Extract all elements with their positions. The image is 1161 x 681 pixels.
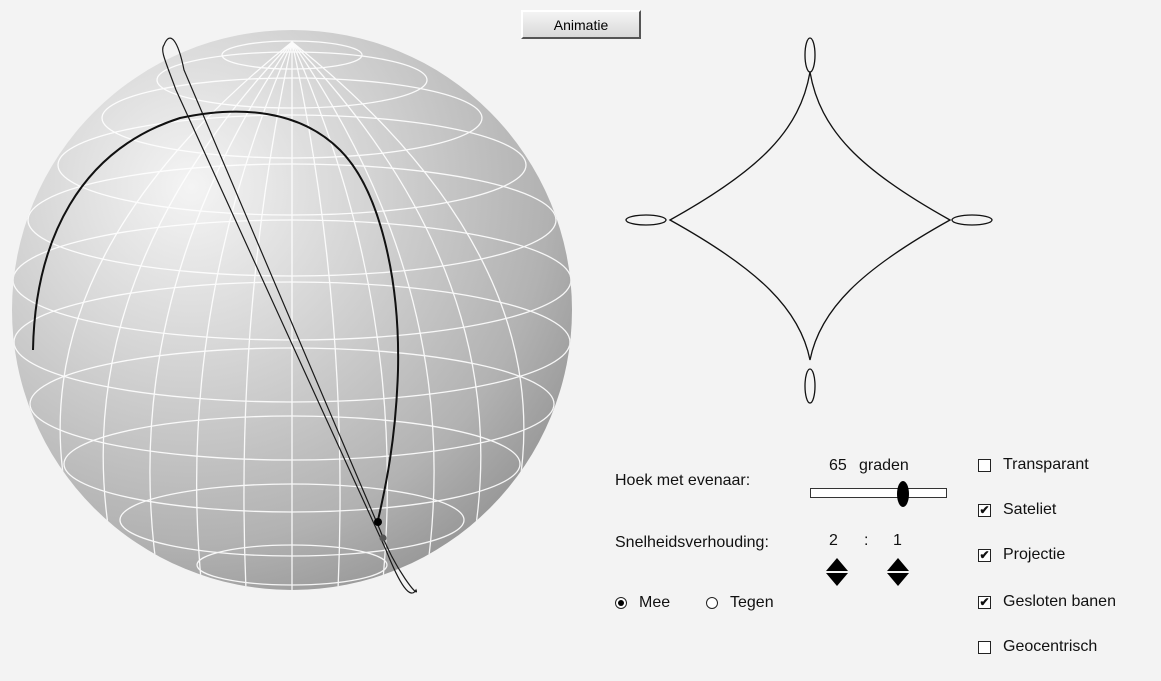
speed-right-value: 1 [893, 532, 902, 549]
speed-right-spinner[interactable] [886, 556, 910, 588]
option-label: Sateliet [1003, 501, 1057, 518]
option-projectie[interactable]: ✔ Projectie [978, 545, 1065, 565]
radio-mee[interactable]: Mee [615, 593, 670, 613]
arrow-down-icon[interactable] [826, 573, 848, 586]
satellite-orbit [162, 37, 417, 594]
option-label: Transparant [1003, 456, 1089, 473]
option-transparant[interactable]: Transparant [978, 455, 1089, 475]
checkbox[interactable] [978, 458, 991, 472]
option-gesloten-banen[interactable]: ✔ Gesloten banen [978, 592, 1116, 612]
radio-tegen[interactable]: Tegen [706, 593, 774, 613]
speed-left-spinner[interactable] [825, 556, 849, 588]
radio-label-mee: Mee [639, 594, 671, 611]
checkbox[interactable]: ✔ [978, 547, 991, 562]
angle-slider[interactable] [810, 488, 947, 498]
animate-button[interactable]: Animatie [521, 10, 641, 39]
option-geocentrisch[interactable]: Geocentrisch [978, 637, 1097, 657]
checkbox[interactable]: ✔ [978, 502, 991, 517]
arrow-down-icon[interactable] [887, 573, 909, 586]
projection-marker [379, 534, 387, 542]
option-label: Gesloten banen [1003, 593, 1116, 610]
radio-button[interactable] [615, 597, 627, 609]
loop-top [804, 37, 816, 73]
radio-button[interactable] [706, 597, 718, 609]
ground-track [32, 110, 400, 521]
option-label: Projectie [1003, 546, 1066, 563]
globe-view[interactable] [0, 30, 590, 610]
projection-curve-view [625, 37, 993, 404]
angle-label: Hoek met evenaar: [615, 472, 751, 489]
globe-grid [12, 40, 572, 590]
loop-right [951, 214, 993, 226]
radio-label-tegen: Tegen [730, 594, 774, 611]
option-label: Geocentrisch [1003, 638, 1098, 655]
option-sateliet[interactable]: ✔ Sateliet [978, 500, 1056, 520]
angle-unit: graden [859, 457, 909, 474]
loop-bottom [804, 368, 816, 404]
checkbox[interactable] [978, 640, 991, 654]
arrow-up-icon[interactable] [887, 558, 909, 571]
checkbox[interactable]: ✔ [978, 594, 991, 609]
speed-separator: : [864, 532, 869, 549]
angle-slider-thumb[interactable] [897, 481, 910, 507]
satellite-marker [374, 518, 382, 526]
angle-value: 65 [829, 457, 847, 474]
arrow-up-icon[interactable] [826, 558, 848, 571]
projection-curve [668, 71, 952, 361]
speed-ratio-label: Snelheidsverhouding: [615, 534, 769, 551]
radio-dot [618, 600, 624, 606]
loop-left [625, 214, 667, 226]
speed-left-value: 2 [829, 532, 838, 549]
